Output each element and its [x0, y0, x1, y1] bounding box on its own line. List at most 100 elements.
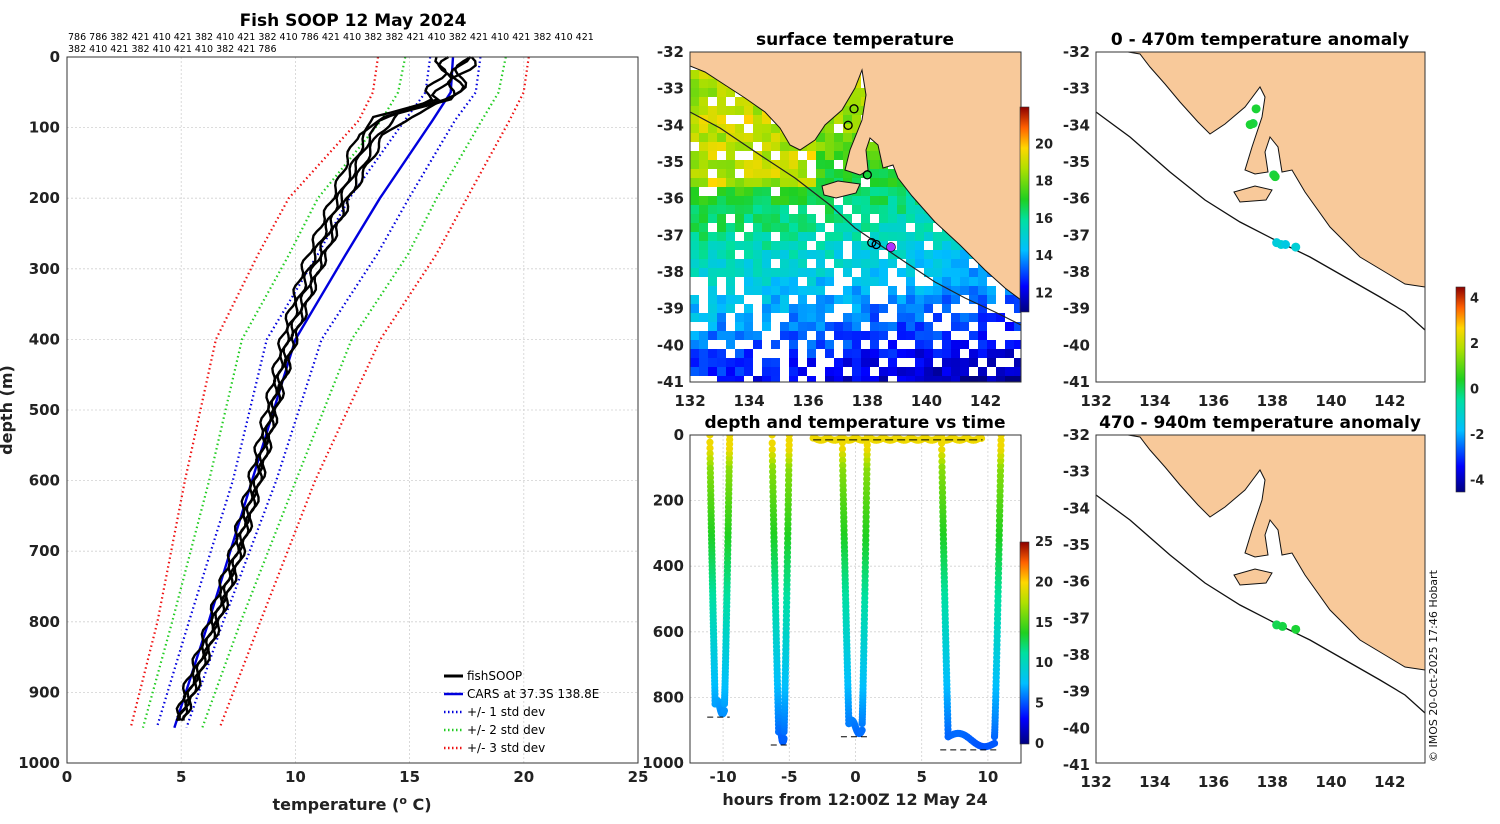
- sst-y-tick-label: -41: [657, 373, 684, 391]
- depth-time-x-tick-label: 5: [916, 768, 926, 786]
- sst-cell: [861, 169, 870, 178]
- sst-cell: [924, 376, 933, 382]
- sst-cell: [888, 367, 897, 376]
- sst-cell: [744, 142, 753, 151]
- sst-cell: [843, 268, 852, 277]
- profile-axes-frame: [66, 56, 639, 764]
- sst-cell: [987, 313, 996, 322]
- sst-cell: [978, 268, 987, 277]
- sst-cell: [753, 331, 762, 340]
- sst-cell: [924, 349, 933, 358]
- sst-cell: [807, 358, 816, 367]
- depth-time-point: [839, 467, 847, 475]
- sst-cell: [780, 133, 789, 142]
- sst-cell: [852, 277, 861, 286]
- sst-cell: [978, 286, 987, 295]
- sst-cell: [753, 205, 762, 214]
- sst-cell: [726, 286, 735, 295]
- depth-time-point: [785, 456, 793, 464]
- sst-cell: [708, 160, 717, 169]
- sst-cell: [726, 151, 735, 160]
- sst-cell: [870, 151, 879, 160]
- sst-cell: [798, 232, 807, 241]
- sst-cell: [870, 331, 879, 340]
- sst-cell: [915, 340, 924, 349]
- sst-cell: [843, 151, 852, 160]
- sst-cell: [753, 250, 762, 259]
- sst-cell: [807, 322, 816, 331]
- depth-time-colorbar: [1019, 541, 1030, 745]
- sst-cell: [789, 214, 798, 223]
- sst-cell: [762, 133, 771, 142]
- sst-cell: [708, 232, 717, 241]
- legend-label-fishsoop: fishSOOP: [467, 669, 522, 683]
- sst-cell: [708, 322, 717, 331]
- sst-cell: [870, 313, 879, 322]
- sst-cell: [924, 322, 933, 331]
- sst-cell: [906, 232, 915, 241]
- top-label-row-1: 786 786 382 421 410 421 382 410 421 382 …: [68, 32, 594, 43]
- sst-cell: [843, 223, 852, 232]
- sst-x-tick-label: 142: [970, 392, 1001, 410]
- sst-map-body: [690, 52, 1021, 382]
- sst-cell: [906, 367, 915, 376]
- sst-cell: [816, 304, 825, 313]
- sst-cell: [708, 106, 717, 115]
- legend-label-std3: +/- 3 std dev: [467, 741, 545, 755]
- depth-time-point: [706, 435, 714, 439]
- sst-cell: [735, 178, 744, 187]
- sst-cell: [726, 358, 735, 367]
- sst-cell: [807, 142, 816, 151]
- sst-cell: [744, 241, 753, 250]
- sst-cell: [825, 295, 834, 304]
- depth-time-point: [769, 473, 777, 481]
- sst-cell: [978, 313, 987, 322]
- sst-cell: [744, 259, 753, 268]
- sst-cell: [825, 277, 834, 286]
- sst-cell: [960, 322, 969, 331]
- sst-cell: [906, 196, 915, 205]
- sst-cell: [879, 349, 888, 358]
- anomaly-upper-panel: 0 - 470m temperature anomaly 132 134 136 13…: [1063, 30, 1426, 410]
- depth-time-point: [996, 492, 1004, 500]
- sst-land: [690, 52, 1021, 301]
- anomaly-y-tick-label: -40: [1063, 336, 1090, 354]
- sst-cell: [915, 223, 924, 232]
- sst-cell: [1014, 367, 1021, 376]
- sst-cell: [753, 241, 762, 250]
- sst-y-tick-label: -40: [657, 336, 684, 354]
- depth-time-y-ticks: 0 200 400 600 800 1000: [642, 426, 684, 772]
- sst-x-tick-label: 134: [733, 392, 764, 410]
- anomaly-x-tick-label: 132: [1080, 392, 1111, 410]
- sst-cell: [753, 124, 762, 133]
- sst-cell: [735, 223, 744, 232]
- sst-cell: [852, 367, 861, 376]
- sst-cell: [789, 277, 798, 286]
- sst-cell: [951, 295, 960, 304]
- sst-cell: [879, 304, 888, 313]
- sst-cell: [807, 313, 816, 322]
- sst-cell: [699, 205, 708, 214]
- sst-cell: [825, 340, 834, 349]
- profile-x-tick-label: 10: [285, 768, 306, 786]
- sst-cell: [690, 106, 699, 115]
- sst-cell: [879, 205, 888, 214]
- sst-cell: [798, 214, 807, 223]
- sst-cell: [861, 187, 870, 196]
- sst-cell: [834, 358, 843, 367]
- sst-cell: [753, 115, 762, 124]
- sst-cell: [969, 277, 978, 286]
- sst-cell: [735, 331, 744, 340]
- profile-y-tick-label: 1000: [18, 754, 60, 772]
- sst-cell: [942, 241, 951, 250]
- sst-cell: [771, 367, 780, 376]
- sst-cell: [852, 88, 861, 97]
- depth-time-point: [996, 477, 1004, 485]
- sst-cell: [717, 295, 726, 304]
- sst-cell: [708, 196, 717, 205]
- sst-cell: [789, 250, 798, 259]
- std-dev-line-1-low: [155, 56, 432, 729]
- anomaly-land: [1096, 435, 1425, 671]
- sst-cell: [816, 187, 825, 196]
- sst-cell: [789, 241, 798, 250]
